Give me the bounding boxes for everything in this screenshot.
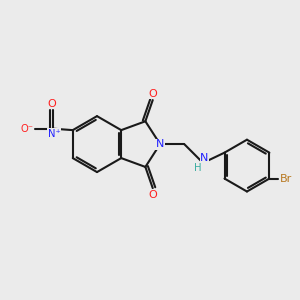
Text: O⁻: O⁻ bbox=[20, 124, 33, 134]
Text: O: O bbox=[48, 99, 56, 109]
Text: H: H bbox=[194, 163, 202, 173]
Text: N: N bbox=[156, 139, 164, 149]
Text: O: O bbox=[148, 88, 157, 99]
Text: N⁺: N⁺ bbox=[48, 129, 61, 139]
Text: Br: Br bbox=[280, 174, 292, 184]
Text: O: O bbox=[148, 190, 157, 200]
Text: N: N bbox=[200, 153, 208, 163]
